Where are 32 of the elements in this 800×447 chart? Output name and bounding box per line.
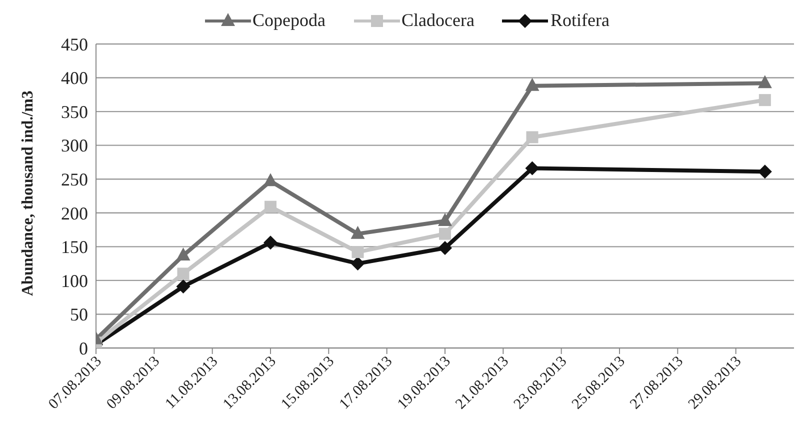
point (176, 280, 190, 294)
point (758, 75, 772, 88)
point (525, 161, 540, 176)
point (525, 78, 540, 91)
point (264, 200, 276, 213)
point (264, 236, 278, 250)
point (176, 247, 190, 260)
point (438, 212, 452, 226)
legend-label: Copepoda (252, 10, 326, 31)
point (350, 226, 365, 239)
point (264, 173, 278, 186)
y-tick-label: 150 (61, 237, 88, 258)
y-tick-label: 100 (61, 270, 88, 291)
point (350, 256, 365, 271)
legend-label: Rotifera (550, 10, 610, 31)
y-tick-label: 50 (70, 304, 88, 325)
legend-label: Cladocera (402, 10, 474, 31)
y-tick-label: 350 (61, 102, 88, 122)
y-tick-label: 200 (61, 203, 88, 224)
point (352, 246, 364, 258)
y-axis-title: Abundance, thousand ind./m3 (20, 90, 37, 296)
point (758, 164, 772, 179)
point (177, 268, 190, 280)
point (758, 94, 771, 106)
y-tick-label: 450 (61, 34, 88, 54)
point (438, 241, 452, 256)
y-tick-label: 300 (61, 136, 88, 156)
y-tick-label: 0 (79, 338, 88, 358)
y-tick-label: 400 (61, 68, 88, 88)
y-tick-label: 250 (61, 170, 88, 190)
point (526, 131, 538, 144)
point (439, 228, 451, 240)
